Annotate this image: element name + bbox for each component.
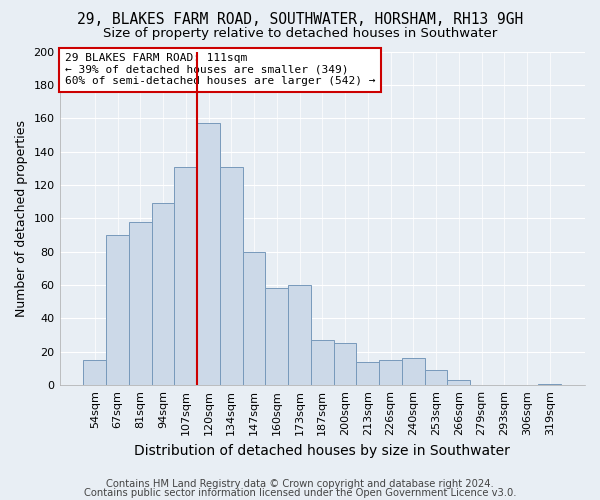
Bar	[402, 358, 425, 385]
Bar	[448, 380, 470, 385]
Bar	[83, 360, 106, 385]
Bar	[106, 235, 129, 385]
Y-axis label: Number of detached properties: Number of detached properties	[15, 120, 28, 317]
Bar	[220, 166, 242, 385]
Text: 29, BLAKES FARM ROAD, SOUTHWATER, HORSHAM, RH13 9GH: 29, BLAKES FARM ROAD, SOUTHWATER, HORSHA…	[77, 12, 523, 28]
Bar	[197, 123, 220, 385]
Bar	[356, 362, 379, 385]
Bar	[334, 344, 356, 385]
X-axis label: Distribution of detached houses by size in Southwater: Distribution of detached houses by size …	[134, 444, 510, 458]
Bar	[152, 204, 175, 385]
Bar	[425, 370, 448, 385]
Bar	[288, 285, 311, 385]
Bar	[175, 166, 197, 385]
Text: 29 BLAKES FARM ROAD: 111sqm
← 39% of detached houses are smaller (349)
60% of se: 29 BLAKES FARM ROAD: 111sqm ← 39% of det…	[65, 53, 375, 86]
Bar	[311, 340, 334, 385]
Bar	[242, 252, 265, 385]
Bar	[538, 384, 561, 385]
Bar	[379, 360, 402, 385]
Text: Contains HM Land Registry data © Crown copyright and database right 2024.: Contains HM Land Registry data © Crown c…	[106, 479, 494, 489]
Text: Contains public sector information licensed under the Open Government Licence v3: Contains public sector information licen…	[84, 488, 516, 498]
Bar	[129, 222, 152, 385]
Bar	[265, 288, 288, 385]
Text: Size of property relative to detached houses in Southwater: Size of property relative to detached ho…	[103, 28, 497, 40]
